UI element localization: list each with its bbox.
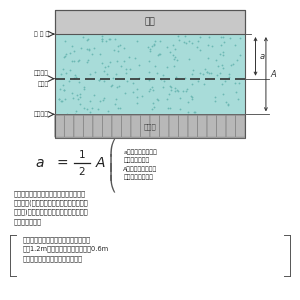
- Text: 2: 2: [78, 167, 85, 177]
- Text: A：地表面から管の
　頂点までの深さ: A：地表面から管の 頂点までの深さ: [123, 166, 158, 180]
- Text: ⎜: ⎜: [109, 153, 117, 171]
- FancyBboxPatch shape: [140, 115, 150, 137]
- Text: 例：地表面から管の頂点までの深さが
　　1.2mの場合、その半分の深さ0.6m
　　の位置に埋設してください。: 例：地表面から管の頂点までの深さが 1.2mの場合、その半分の深さ0.6m の位…: [22, 236, 108, 262]
- Text: シート: シート: [38, 82, 49, 87]
- Text: ⎛: ⎛: [109, 138, 117, 156]
- FancyBboxPatch shape: [112, 115, 122, 137]
- Text: 舗装: 舗装: [145, 18, 155, 27]
- FancyBboxPatch shape: [169, 115, 178, 137]
- Text: 地 表 面: 地 表 面: [34, 31, 49, 37]
- FancyBboxPatch shape: [122, 115, 131, 137]
- FancyBboxPatch shape: [197, 115, 207, 137]
- Bar: [55, 10, 245, 138]
- Text: a: a: [36, 156, 44, 170]
- Text: 管の頂点: 管の頂点: [34, 112, 49, 117]
- FancyBboxPatch shape: [74, 115, 83, 137]
- Bar: [55, 114, 245, 138]
- FancyBboxPatch shape: [178, 115, 188, 137]
- FancyBboxPatch shape: [102, 115, 112, 137]
- FancyBboxPatch shape: [55, 115, 64, 137]
- Text: 管路布設後、埋設標識シートを管の頂点
と地表面(舗装が施される場合は、舗装の
最下面)のほぼ中間の深さに、管路に沿っ
て埋設します。: 管路布設後、埋設標識シートを管の頂点 と地表面(舗装が施される場合は、舗装の 最…: [13, 190, 88, 225]
- FancyBboxPatch shape: [207, 115, 217, 137]
- FancyBboxPatch shape: [160, 115, 169, 137]
- Bar: [55, 34, 245, 138]
- FancyBboxPatch shape: [217, 115, 226, 137]
- Text: 埋設標識: 埋設標識: [34, 70, 49, 76]
- Text: 埋設管: 埋設管: [144, 123, 156, 130]
- FancyBboxPatch shape: [150, 115, 160, 137]
- FancyBboxPatch shape: [83, 115, 93, 137]
- Text: =: =: [56, 156, 68, 170]
- Text: ⎜: ⎜: [109, 162, 117, 180]
- FancyBboxPatch shape: [64, 115, 74, 137]
- Text: 1: 1: [78, 150, 85, 160]
- Text: a: a: [260, 52, 265, 61]
- FancyBboxPatch shape: [236, 115, 245, 137]
- Text: A: A: [96, 156, 106, 170]
- FancyBboxPatch shape: [93, 115, 103, 137]
- Text: a：埋設標識シート
　を埋める深さ: a：埋設標識シート を埋める深さ: [123, 149, 157, 163]
- FancyBboxPatch shape: [226, 115, 236, 137]
- FancyBboxPatch shape: [131, 115, 140, 137]
- FancyBboxPatch shape: [188, 115, 198, 137]
- Text: A: A: [270, 70, 276, 79]
- Bar: [55, 10, 245, 34]
- Text: ⎝: ⎝: [109, 174, 117, 192]
